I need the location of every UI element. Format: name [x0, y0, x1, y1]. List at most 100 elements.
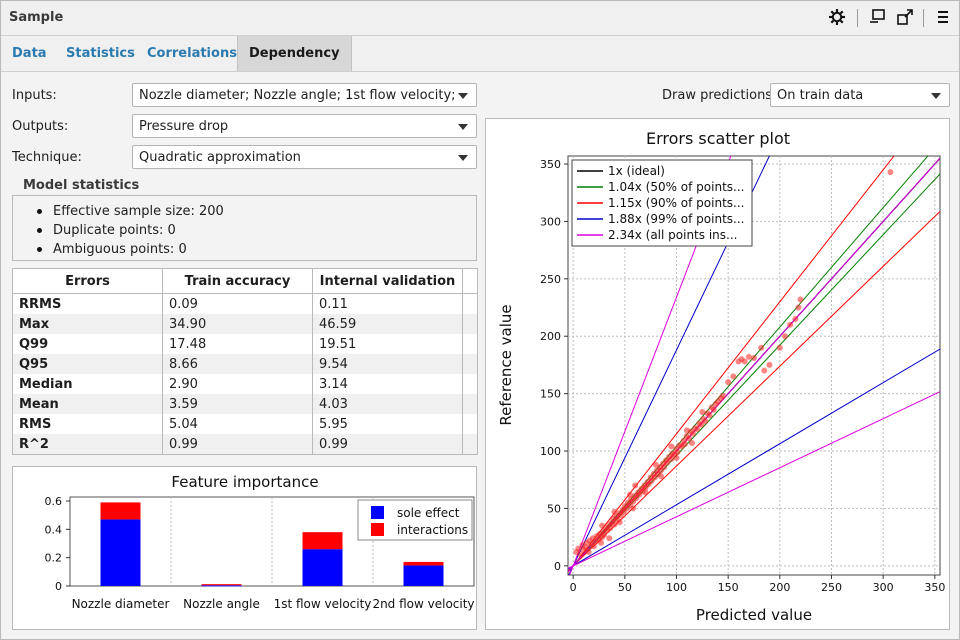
data-point — [681, 441, 688, 448]
x-tick-label: 100 — [666, 581, 687, 594]
list-item: Duplicate points: 0 — [35, 221, 224, 240]
data-point — [710, 406, 717, 413]
technique-label: Technique: — [12, 150, 82, 165]
tab-bar: Data Statistics Correlations Dependency — [1, 36, 959, 72]
bar-sole-effect — [403, 565, 444, 586]
row-header-cell: RRMS — [12, 293, 163, 314]
table-cell: 0.99 — [312, 434, 463, 455]
data-point — [698, 421, 705, 428]
list-item: Ambiguous points: 0 — [35, 240, 224, 259]
table-row[interactable]: Median 2.90 3.14 — [12, 374, 478, 394]
table-cell: 34.90 — [162, 314, 313, 334]
draw-predictions-select[interactable]: On train data — [770, 83, 950, 107]
data-point — [683, 427, 690, 434]
table-cell: 0.99 — [162, 434, 313, 455]
y-tick-label: 0.2 — [45, 552, 63, 565]
data-point — [607, 524, 614, 531]
gear-icon[interactable] — [827, 8, 847, 28]
data-point — [582, 544, 589, 551]
data-point — [598, 539, 605, 546]
data-point — [751, 355, 757, 362]
errors-scatter-chart: Errors scatter plot 0 50 100 150 200 250 300 350… — [497, 129, 945, 624]
table-row[interactable]: RRMS 0.09 0.11 — [12, 293, 478, 314]
data-point — [689, 439, 695, 446]
popout-icon[interactable] — [895, 8, 915, 28]
data-point — [758, 344, 765, 351]
data-point — [720, 392, 726, 399]
data-point — [706, 412, 713, 419]
column-header-train-accuracy[interactable]: Train accuracy — [162, 268, 313, 294]
toolbar-separator — [923, 9, 924, 27]
data-point — [795, 304, 802, 311]
row-header-cell: Max — [12, 314, 163, 334]
outputs-select[interactable]: Pressure drop — [132, 114, 477, 138]
menu-icon[interactable] — [933, 8, 953, 28]
tab-correlations[interactable]: Correlations — [147, 46, 237, 61]
title-bar: Sample — [1, 1, 959, 36]
tab-dependency[interactable]: Dependency — [237, 36, 352, 71]
table-cell: 2.90 — [162, 374, 313, 394]
column-header-errors[interactable]: Errors — [12, 268, 163, 294]
table-spacer-cell — [462, 434, 478, 455]
upper-bound-line — [568, 156, 895, 574]
data-point — [658, 473, 664, 480]
data-point — [664, 459, 671, 466]
y-tick-label: 0 — [554, 560, 561, 573]
table-cell: 0.09 — [162, 293, 313, 314]
data-point — [652, 461, 659, 468]
table-header-row: Errors Train accuracy Internal validatio… — [12, 268, 478, 294]
table-spacer-cell — [462, 414, 478, 434]
bar-sole-effect — [201, 585, 242, 587]
model-statistics-list: Effective sample size: 200 Duplicate poi… — [35, 202, 224, 259]
y-tick-label: 0 — [55, 580, 62, 593]
tab-statistics[interactable]: Statistics — [66, 46, 135, 61]
data-point — [782, 333, 788, 340]
data-point — [627, 491, 633, 498]
data-point — [601, 531, 608, 538]
table-spacer-cell — [462, 354, 478, 374]
x-tick-label: 250 — [821, 581, 842, 594]
technique-select[interactable]: Quadratic approximation — [132, 145, 477, 169]
upper-bound-line — [568, 156, 770, 575]
table-row[interactable]: R^2 0.99 0.99 — [12, 434, 478, 455]
table-row[interactable]: Q99 17.48 19.51 — [12, 334, 478, 354]
data-point — [792, 316, 799, 323]
errors-table: Errors Train accuracy Internal validatio… — [12, 268, 478, 455]
column-header-internal-validation[interactable]: Internal validation — [312, 268, 463, 294]
chart-title: Feature importance — [171, 473, 318, 491]
x-tick-label: 2nd flow velocity — [372, 597, 474, 611]
feature-importance-panel: Feature importance 0 0.2 0.4 0.6 Nozzle diame… — [12, 466, 477, 630]
data-point — [611, 508, 618, 515]
table-row[interactable]: Q95 8.66 9.54 — [12, 354, 478, 374]
x-axis-label: Predicted value — [696, 606, 812, 624]
data-point — [577, 551, 584, 558]
tab-data[interactable]: Data — [12, 46, 47, 61]
table-spacer-cell — [462, 314, 478, 334]
lower-bound-line — [568, 391, 940, 569]
row-header-cell: Median — [12, 374, 163, 394]
chevron-down-icon — [458, 155, 468, 161]
legend-swatch — [371, 523, 384, 536]
data-point — [725, 379, 732, 386]
legend-label: sole effect — [397, 506, 460, 520]
data-point — [690, 430, 697, 437]
list-item: Effective sample size: 200 — [35, 202, 224, 221]
bar-sole-effect — [302, 549, 343, 586]
data-point — [766, 361, 773, 368]
errors-scatter-panel: Errors scatter plot 0 50 100 150 200 250 300 350… — [485, 118, 950, 630]
lower-bound-line — [568, 348, 940, 570]
table-row[interactable]: Mean 3.59 4.03 — [12, 394, 478, 414]
table-row[interactable]: Max 34.90 46.59 — [12, 314, 478, 334]
inputs-select[interactable]: Nozzle diameter; Nozzle angle; 1st flow … — [132, 83, 477, 107]
x-tick-label: 200 — [769, 581, 790, 594]
chart-title: Errors scatter plot — [646, 129, 790, 148]
table-row[interactable]: RMS 5.04 5.95 — [12, 414, 478, 434]
data-point — [606, 535, 613, 542]
undock-icon[interactable] — [867, 8, 887, 28]
table-cell: 17.48 — [162, 334, 313, 354]
table-cell: 46.59 — [312, 314, 463, 334]
data-point — [741, 358, 748, 365]
data-point — [699, 408, 706, 415]
chevron-down-icon — [458, 124, 468, 130]
